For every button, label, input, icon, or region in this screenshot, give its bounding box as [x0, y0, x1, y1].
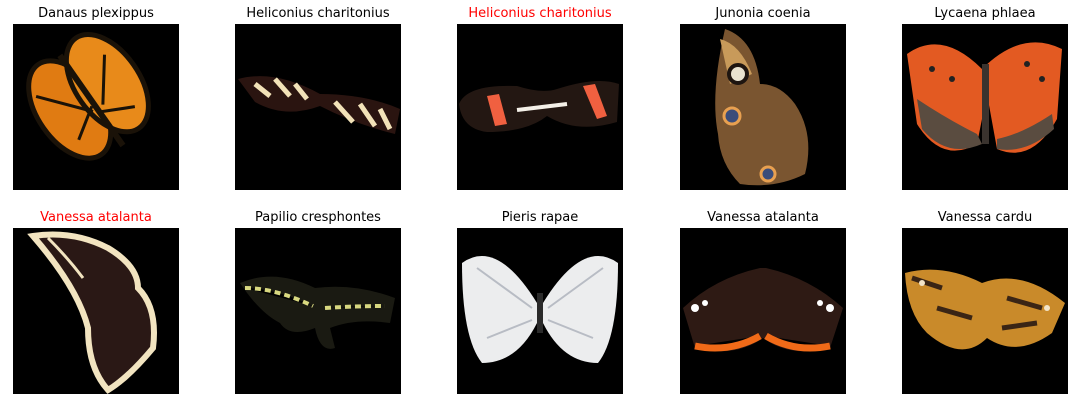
cell-title: Pieris rapae [501, 210, 579, 225]
cell-title: Vanessa cardu [937, 210, 1033, 225]
white-butterfly-image [457, 228, 623, 394]
cell-title: Heliconius charitonius [468, 6, 612, 21]
cell-title: Heliconius charitonius [246, 6, 390, 21]
red-admiral-butterfly-image [680, 228, 846, 394]
mourning-cloak-butterfly-image [13, 228, 179, 394]
cell-title: Papilio cresphontes [255, 210, 381, 225]
cell-title: Vanessa atalanta [707, 210, 819, 225]
painted-lady-butterfly-image [902, 228, 1068, 394]
zebra-longwing-butterfly-image [235, 24, 401, 190]
monarch-butterfly-image [13, 24, 179, 190]
cell-title: Lycaena phlaea [934, 6, 1036, 21]
cell-title: Danaus plexippus [38, 6, 154, 21]
cell-title: Vanessa atalanta [40, 210, 152, 225]
buckeye-butterfly-image [680, 24, 846, 190]
postman-butterfly-image [457, 24, 623, 190]
cell-title: Junonia coenia [715, 6, 811, 21]
copper-butterfly-image [902, 24, 1068, 190]
swallowtail-butterfly-image [235, 228, 401, 394]
